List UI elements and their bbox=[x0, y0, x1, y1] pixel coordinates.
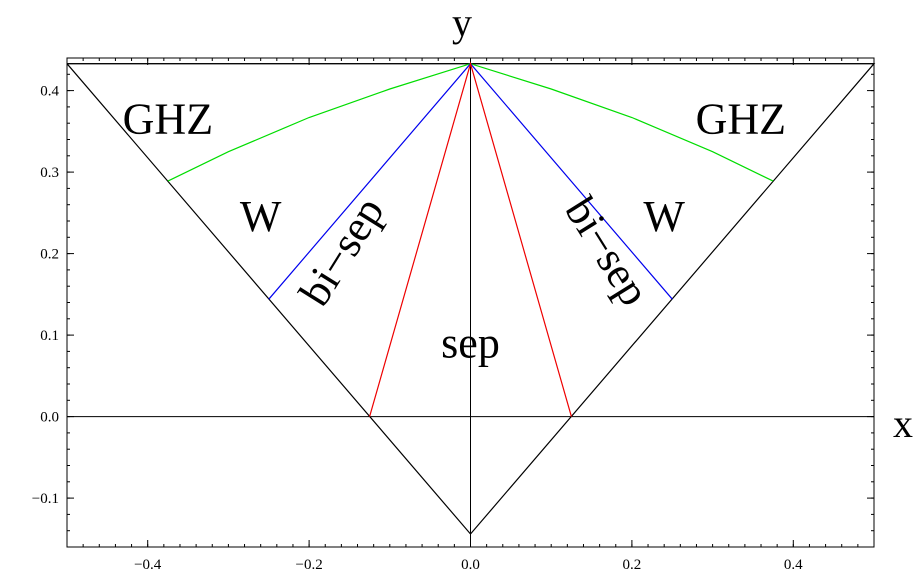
x-tick-label: 0.2 bbox=[623, 557, 642, 573]
y-tick-label: 0.1 bbox=[40, 328, 59, 344]
x-axis-label: x bbox=[893, 401, 913, 446]
x-tick-label: 0.4 bbox=[784, 557, 803, 573]
region-label: W bbox=[240, 192, 282, 241]
y-tick-label: 0.2 bbox=[40, 247, 59, 263]
region-label: GHZ bbox=[123, 94, 213, 143]
x-tick-label: −0.2 bbox=[295, 557, 322, 573]
y-axis-label: y bbox=[452, 0, 472, 45]
y-tick-label: 0.3 bbox=[40, 165, 59, 181]
series-line-4 bbox=[369, 61, 572, 417]
region-label: GHZ bbox=[696, 94, 786, 143]
y-tick-label: 0.4 bbox=[40, 84, 59, 100]
region-label: W bbox=[643, 192, 685, 241]
y-tick-label: 0.0 bbox=[40, 410, 59, 426]
region-label: bi−sep bbox=[290, 188, 394, 314]
y-tick-label: −0.1 bbox=[32, 491, 59, 507]
region-label: sep bbox=[441, 318, 500, 367]
x-tick-label: 0.0 bbox=[461, 557, 480, 573]
x-tick-label: −0.4 bbox=[134, 557, 162, 573]
